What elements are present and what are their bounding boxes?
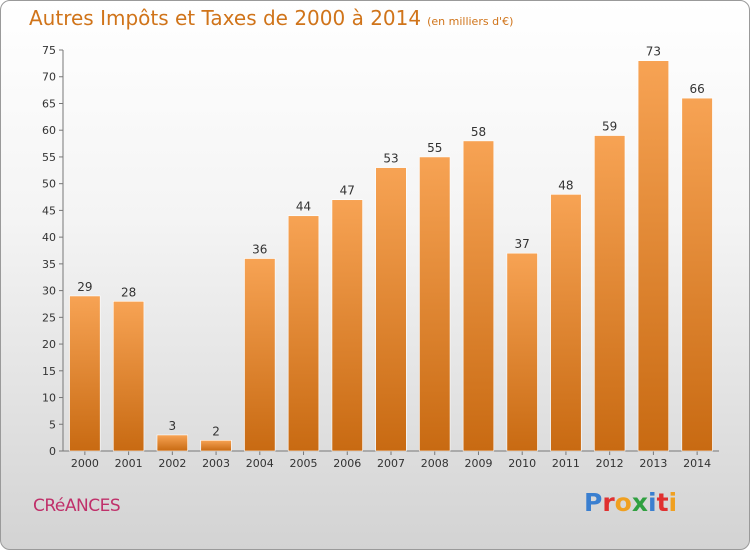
y-tick-label: 45 bbox=[42, 204, 56, 217]
proxiti-logo: Proxiti bbox=[584, 488, 677, 517]
bar-value-label: 73 bbox=[646, 45, 661, 59]
bar bbox=[681, 97, 713, 452]
bar-value-label: 36 bbox=[252, 243, 267, 257]
bar-value-label: 44 bbox=[296, 200, 311, 214]
bar-value-label: 55 bbox=[427, 141, 442, 155]
bar bbox=[375, 167, 407, 452]
bar bbox=[462, 140, 495, 452]
y-tick-label: 5 bbox=[49, 418, 56, 431]
y-tick-label: 60 bbox=[42, 124, 56, 137]
logo-letter: t bbox=[656, 488, 669, 517]
bar-value-label: 28 bbox=[121, 285, 136, 299]
y-tick-label: 10 bbox=[42, 392, 56, 405]
x-tick-label: 2006 bbox=[333, 457, 361, 470]
bar bbox=[287, 215, 320, 452]
x-tick-label: 2012 bbox=[596, 457, 624, 470]
bar-value-label: 29 bbox=[77, 280, 92, 294]
bar-value-label: 37 bbox=[515, 237, 530, 251]
x-tick-label: 2000 bbox=[71, 457, 99, 470]
x-tick-label: 2011 bbox=[552, 457, 580, 470]
bar bbox=[419, 156, 451, 452]
town-name: CRéANCES bbox=[33, 496, 121, 516]
logo-letter: P bbox=[584, 488, 603, 517]
bar bbox=[156, 434, 188, 452]
x-tick-label: 2010 bbox=[508, 457, 536, 470]
logo-letter: r bbox=[602, 488, 615, 517]
y-tick-label: 40 bbox=[42, 231, 56, 244]
y-tick-label: 75 bbox=[42, 44, 56, 57]
axes: 0 5 10 15 20 25 30 35 40 45 50 55 60 65 70 75 2000 2001 20… bbox=[42, 44, 719, 470]
bar bbox=[69, 295, 101, 452]
y-tick-label: 35 bbox=[42, 258, 56, 271]
bar bbox=[244, 258, 276, 452]
chart-title: Autres Impôts et Taxes de 2000 à 2014 (en… bbox=[29, 6, 513, 30]
bar-value-label: 58 bbox=[471, 125, 486, 139]
title-text: Autres Impôts et Taxes de 2000 à 2014 bbox=[29, 6, 422, 30]
y-tick-label: 0 bbox=[49, 445, 56, 458]
logo-letter: x bbox=[631, 488, 648, 517]
y-tick-label: 20 bbox=[42, 338, 56, 351]
y-tick-label: 70 bbox=[42, 71, 56, 84]
x-tick-label: 2009 bbox=[464, 457, 492, 470]
y-tick-label: 25 bbox=[42, 311, 56, 324]
y-tick-label: 15 bbox=[42, 365, 56, 378]
logo-letter: i bbox=[648, 488, 657, 517]
x-tick-label: 2013 bbox=[639, 457, 667, 470]
y-tick-label: 30 bbox=[42, 285, 56, 298]
logo-letter: o bbox=[614, 488, 632, 517]
x-tick-label: 2007 bbox=[377, 457, 405, 470]
x-tick-label: 2003 bbox=[202, 457, 230, 470]
bar bbox=[550, 194, 582, 452]
x-tick-label: 2014 bbox=[683, 457, 711, 470]
bar bbox=[200, 440, 232, 452]
x-tick-label: 2008 bbox=[421, 457, 449, 470]
y-tick-label: 55 bbox=[42, 151, 56, 164]
bar bbox=[506, 252, 538, 452]
logo-letter: i bbox=[668, 488, 678, 517]
bar-value-label: 2 bbox=[212, 424, 220, 438]
x-tick-label: 2005 bbox=[290, 457, 318, 470]
y-tick-label: 50 bbox=[42, 178, 56, 191]
bar bbox=[112, 300, 145, 452]
bar-value-label: 59 bbox=[602, 120, 617, 134]
chart-subtitle: (en milliers d'€) bbox=[427, 15, 514, 28]
bar-value-label: 48 bbox=[558, 178, 573, 192]
x-tick-label: 2004 bbox=[246, 457, 274, 470]
bar bbox=[331, 199, 363, 452]
bar-value-label: 66 bbox=[689, 82, 704, 96]
bars bbox=[69, 60, 713, 452]
bar-value-label: 53 bbox=[383, 152, 398, 166]
x-tick-label: 2002 bbox=[158, 457, 186, 470]
bar bbox=[637, 60, 670, 452]
x-tick-label: 2001 bbox=[115, 457, 143, 470]
bar-value-label: 3 bbox=[169, 419, 177, 433]
y-tick-label: 65 bbox=[42, 97, 56, 110]
bar-value-label: 47 bbox=[340, 184, 355, 198]
bar bbox=[594, 135, 626, 452]
